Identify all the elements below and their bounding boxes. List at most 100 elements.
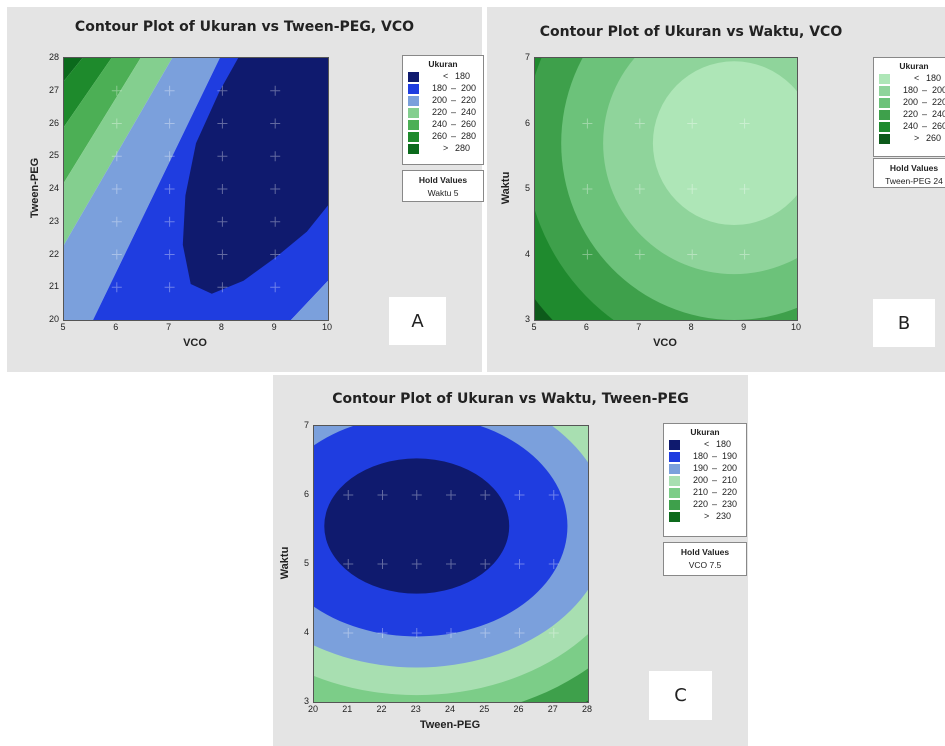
legend-entries: <180 180–190 190–200 200–210 210–220 220–230 >… xyxy=(664,439,746,523)
panel-label: C xyxy=(649,671,712,720)
legend-range-from: 190 xyxy=(692,463,708,473)
grid-mark xyxy=(111,249,122,260)
x-tick-label: 24 xyxy=(444,704,456,714)
legend-operator: < xyxy=(914,73,920,83)
legend-entry: 220–230 xyxy=(664,499,746,511)
legend-range-to: 260 xyxy=(461,119,477,129)
grid-mark xyxy=(343,628,354,638)
legend-range-from: 180 xyxy=(902,85,918,95)
grid-mark xyxy=(687,249,698,260)
y-tick-label: 28 xyxy=(48,52,59,62)
contour-region-0 xyxy=(64,58,83,81)
legend-swatch xyxy=(669,464,680,474)
legend-entry: 200–220 xyxy=(403,95,483,107)
legend-swatch xyxy=(408,96,419,106)
legend-swatch xyxy=(669,440,680,450)
grid-mark xyxy=(739,118,750,129)
grid-mark xyxy=(270,151,281,162)
legend-range-dash: – xyxy=(712,499,718,509)
contour-region-0 xyxy=(324,458,510,594)
grid-mark xyxy=(270,85,281,96)
x-tick-label: 26 xyxy=(513,704,524,714)
x-tick-label: 20 xyxy=(307,704,319,714)
legend-range-from: 210 xyxy=(692,487,708,497)
hold-values-box: Hold Values Waktu 5 xyxy=(402,170,484,202)
grid-mark xyxy=(411,628,422,638)
legend-range-from: 200 xyxy=(692,475,708,485)
grid-mark xyxy=(582,249,593,260)
legend-swatch xyxy=(879,74,890,84)
grid-mark xyxy=(480,559,491,569)
y-tick-label: 26 xyxy=(48,117,59,128)
legend-range-to: 240 xyxy=(932,109,945,119)
contour-plot xyxy=(534,57,798,321)
legend-title: Ukuran xyxy=(899,61,929,71)
panel-c: Contour Plot of Ukuran vs Waktu, Tween-P… xyxy=(273,375,748,746)
legend-swatch xyxy=(669,452,680,462)
legend-swatch xyxy=(669,500,680,510)
legend-operator: > xyxy=(914,133,920,143)
y-axis-label: Tween-PEG xyxy=(29,157,41,219)
legend-swatch xyxy=(669,476,680,486)
legend-value: 180 xyxy=(716,439,732,449)
grid-mark xyxy=(446,628,456,638)
y-tick-label: 6 xyxy=(303,489,309,499)
legend-swatch xyxy=(408,108,419,118)
legend-entry: 200–210 xyxy=(664,475,746,487)
hold-values-box: Hold Values Tween-PEG 24 xyxy=(873,158,945,188)
x-tick-label: 25 xyxy=(479,704,490,714)
grid-mark xyxy=(217,118,228,129)
legend: Ukuran <180180–200200–220220–240240–260>… xyxy=(873,57,945,157)
legend-swatch xyxy=(408,84,419,94)
x-axis-label: VCO xyxy=(653,337,677,349)
x-tick-label: 7 xyxy=(166,322,172,332)
y-tick-label: 4 xyxy=(524,248,530,259)
legend-range-to: 200 xyxy=(722,463,738,473)
legend-swatch xyxy=(879,110,890,120)
hold-values-value: Tween-PEG 24 xyxy=(885,176,943,186)
contour-plot xyxy=(63,57,329,321)
grid-mark xyxy=(111,151,122,162)
grid-mark xyxy=(164,249,175,260)
legend-entry: <180 xyxy=(403,71,483,83)
legend-entry: 180–190 xyxy=(664,451,746,463)
legend-range-from: 180 xyxy=(692,451,708,461)
legend-range-dash: – xyxy=(712,487,718,497)
legend-range-from: 260 xyxy=(431,131,447,141)
grid-mark xyxy=(582,118,593,129)
legend-range-from: 180 xyxy=(431,83,447,93)
legend-value: 230 xyxy=(716,511,732,521)
y-axis-label: Waktu xyxy=(279,546,291,580)
y-tick-label: 3 xyxy=(524,314,530,324)
y-axis-label: Waktu xyxy=(500,171,512,205)
legend-range-to: 260 xyxy=(932,121,945,131)
legend-range-to: 240 xyxy=(461,107,477,117)
legend-range-dash: – xyxy=(922,121,928,131)
legend-entry: 190–200 xyxy=(664,463,746,475)
legend-range-from: 240 xyxy=(902,121,918,131)
legend-range-to: 220 xyxy=(461,95,477,105)
grid-mark xyxy=(548,559,559,569)
legend-entry: >230 xyxy=(664,511,746,523)
legend-range-dash: – xyxy=(712,463,718,473)
x-tick-label: 28 xyxy=(581,704,593,714)
legend-operator: > xyxy=(443,143,449,153)
hold-values-title: Hold Values xyxy=(680,547,730,557)
grid-mark xyxy=(634,184,645,194)
legend-range-dash: – xyxy=(922,85,928,95)
legend-range-to: 220 xyxy=(932,97,945,107)
legend-value: 280 xyxy=(455,143,471,153)
legend: Ukuran <180 180–190 190–200 200–210 210–220 2… xyxy=(663,423,747,537)
y-tick-label: 20 xyxy=(48,314,59,324)
y-tick-label: 24 xyxy=(48,183,59,193)
y-tick-label: 7 xyxy=(524,52,530,62)
legend-swatch xyxy=(408,72,419,82)
y-tick-label: 3 xyxy=(303,696,309,706)
grid-mark xyxy=(111,216,122,227)
legend-entry: 220–240 xyxy=(403,107,483,119)
chart-title: Contour Plot of Ukuran vs Tween-PEG, VCO xyxy=(74,19,415,35)
legend-range-from: 220 xyxy=(431,107,447,117)
legend-entry: <180 xyxy=(664,439,746,451)
grid-mark xyxy=(739,184,750,194)
